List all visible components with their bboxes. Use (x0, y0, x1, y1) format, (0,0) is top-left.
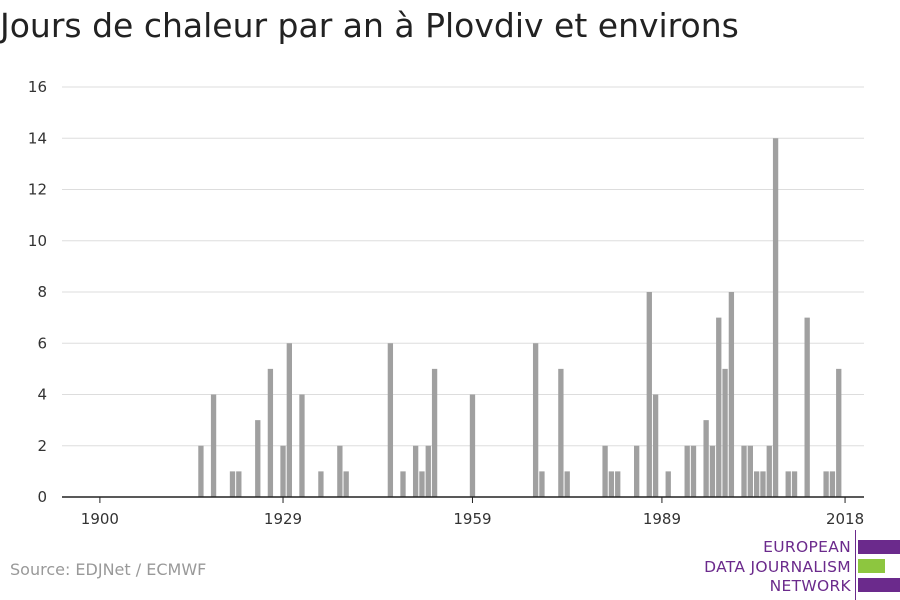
bar-1969 (532, 343, 539, 497)
bar-1997 (709, 445, 716, 497)
bar-1970 (539, 471, 545, 497)
bar-chart: 0 2 4 6 8 10 12 14 16 1900 1929 1959 1989 2018 (28, 78, 864, 528)
bar-1950 (412, 445, 419, 497)
logo-line-2: DATA JOURNALISM (704, 558, 851, 576)
y-tick-label: 8 (37, 283, 47, 301)
y-tick-label: 16 (28, 78, 47, 96)
y-tick-label: 6 (37, 334, 47, 352)
bar-2005 (760, 471, 766, 497)
logo-bar-purple-bottom (858, 578, 900, 592)
x-tick-label: 1929 (264, 510, 302, 528)
bar-1998 (716, 317, 722, 497)
bar-1987 (646, 292, 652, 497)
bar-1935 (318, 471, 324, 497)
bar-2015 (823, 471, 829, 497)
x-tick-label: 1900 (81, 510, 119, 528)
bar-1929 (280, 445, 286, 497)
logo-bar-purple-top (858, 540, 900, 554)
bar-2000 (728, 292, 735, 497)
bar-1973 (558, 368, 564, 497)
gridlines (62, 86, 864, 447)
bar-2009 (785, 471, 791, 497)
bar-1974 (564, 471, 570, 497)
bar-1927 (267, 368, 274, 497)
bar-2003 (747, 445, 753, 497)
logo-bar-green (858, 559, 885, 573)
bar-1985 (634, 445, 640, 497)
bar-1999 (722, 368, 728, 497)
logo-line-1: EUROPEAN (763, 538, 851, 556)
chart-title: Jours de chaleur par an à Plovdiv et env… (0, 6, 739, 45)
bar-1959 (469, 394, 476, 497)
bar-1994 (690, 445, 697, 497)
y-tick-label: 12 (28, 181, 47, 199)
bar-1946 (387, 343, 394, 497)
bar-1990 (665, 471, 671, 497)
bar-2017 (836, 368, 842, 497)
bar-2006 (766, 445, 772, 497)
bar-2012 (804, 317, 810, 497)
x-tick-label: 2018 (826, 510, 864, 528)
bar-1925 (255, 420, 261, 497)
x-axis-ticks: 1900 1929 1959 1989 2018 (81, 497, 864, 528)
bars (198, 138, 842, 497)
y-axis-ticks: 0 2 4 6 8 10 12 14 16 (28, 78, 47, 506)
x-tick-label: 1959 (453, 510, 491, 528)
bar-1996 (703, 420, 709, 497)
source-credit: Source: EDJNet / ECMWF (10, 560, 207, 579)
y-tick-label: 2 (37, 437, 47, 455)
bar-1938 (337, 445, 343, 497)
bar-1988 (652, 394, 659, 497)
bar-1980 (602, 445, 608, 497)
bar-2016 (829, 471, 836, 497)
bar-1952 (425, 445, 431, 497)
y-tick-label: 0 (37, 488, 47, 506)
bar-2007 (772, 138, 779, 497)
y-tick-label: 14 (28, 129, 47, 147)
bar-1948 (400, 471, 406, 497)
bar-1921 (229, 471, 236, 497)
bar-1981 (608, 471, 615, 497)
bar-1953 (431, 368, 438, 497)
bar-2010 (791, 471, 798, 497)
bar-1916 (198, 445, 204, 497)
logo-divider (855, 530, 856, 600)
bar-2004 (753, 471, 760, 497)
bar-1982 (615, 471, 621, 497)
bar-1922 (236, 471, 242, 497)
logo-line-3: NETWORK (769, 577, 851, 595)
bar-1993 (684, 445, 690, 497)
bar-1932 (299, 394, 305, 497)
bar-1930 (286, 343, 292, 497)
bar-2002 (741, 445, 747, 497)
x-tick-label: 1989 (643, 510, 681, 528)
bar-1939 (343, 471, 349, 497)
bar-1951 (419, 471, 425, 497)
y-tick-label: 10 (28, 232, 47, 250)
edjnet-logo: EUROPEAN DATA JOURNALISM NETWORK (700, 530, 900, 600)
y-tick-label: 4 (37, 386, 47, 404)
bar-1918 (210, 394, 217, 497)
